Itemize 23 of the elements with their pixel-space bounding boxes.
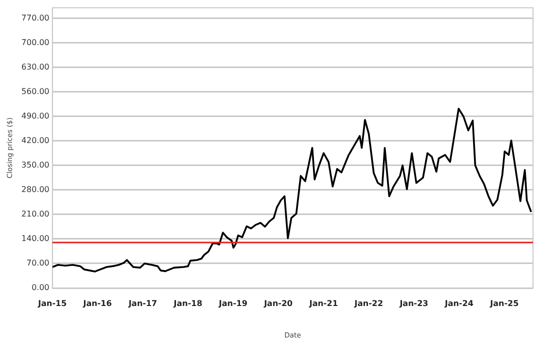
y-tick-label: 70.00 xyxy=(26,258,50,268)
x-tick-label: Jan-21 xyxy=(308,298,338,308)
y-tick-label: 700.00 xyxy=(21,38,50,47)
x-tick-label: Jan-23 xyxy=(398,298,428,308)
y-tick-label: 210.00 xyxy=(21,210,50,219)
x-tick-label: Jan-22 xyxy=(354,298,384,308)
x-tick-label: Jan-20 xyxy=(263,298,294,308)
y-tick-label: 350.00 xyxy=(21,160,50,170)
y-tick-label: 420.00 xyxy=(21,136,50,145)
x-tick-label: Jan-18 xyxy=(172,298,203,308)
x-tick-label: Jan-19 xyxy=(218,298,248,308)
x-tick-label: Jan-25 xyxy=(489,298,520,308)
x-tick-label: Jan-16 xyxy=(82,298,112,308)
x-tick-label: Jan-17 xyxy=(128,298,158,308)
y-tick-label: 280.00 xyxy=(21,185,50,194)
y-tick-label: 630.00 xyxy=(21,62,50,72)
y-tick-label: 490.00 xyxy=(21,111,50,120)
y-tick-label: 770.00 xyxy=(21,13,50,22)
x-tick-label: Jan-15 xyxy=(37,298,68,308)
x-tick-label: Jan-24 xyxy=(444,298,474,308)
y-tick-label: 0.00 xyxy=(32,283,50,292)
y-tick-label: 560.00 xyxy=(21,86,50,96)
y-tick-label: 140.00 xyxy=(21,234,50,244)
